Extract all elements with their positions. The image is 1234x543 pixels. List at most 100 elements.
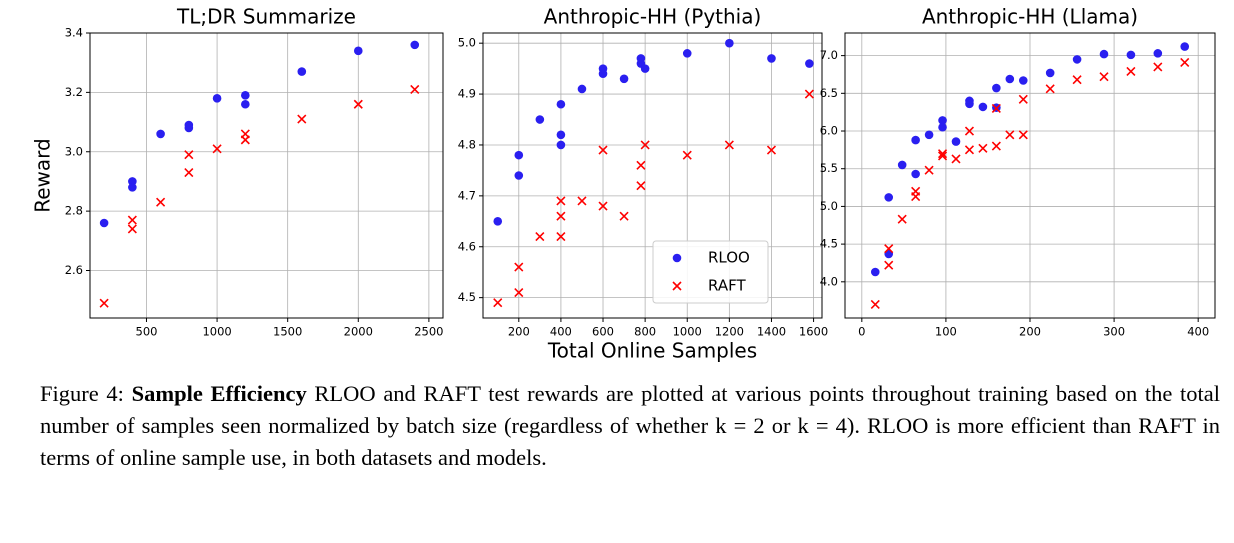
circle-marker xyxy=(1018,76,1028,85)
x-marker xyxy=(991,103,1001,113)
circle-marker xyxy=(99,218,109,228)
circle-marker xyxy=(535,115,545,124)
x-tick-label: 400 xyxy=(550,325,572,339)
circle-marker xyxy=(241,99,250,109)
x-marker xyxy=(937,149,948,159)
circle-marker xyxy=(1099,49,1109,59)
circle-marker xyxy=(1180,42,1190,51)
circle-marker xyxy=(514,150,524,160)
circle-marker xyxy=(951,137,961,146)
x-marker xyxy=(911,192,921,202)
circle-marker xyxy=(805,59,814,68)
x-marker xyxy=(766,145,777,155)
y-tick-label: 4.8 xyxy=(458,137,476,151)
x-marker xyxy=(156,197,166,207)
x-tick-label: 0 xyxy=(858,325,865,339)
circle-marker xyxy=(128,177,137,186)
x-marker xyxy=(598,201,608,211)
plot-frame xyxy=(844,32,1216,319)
x-marker xyxy=(212,144,222,154)
x-marker xyxy=(884,260,894,270)
y-tick-label: 5.0 xyxy=(458,36,476,50)
chart-title: TL;DR Summarize xyxy=(176,5,356,29)
x-marker xyxy=(297,114,307,124)
y-tick-label: 5.5 xyxy=(820,161,838,175)
x-tick-label: 1200 xyxy=(715,325,744,339)
circle-marker xyxy=(1126,50,1136,60)
x-marker xyxy=(619,211,629,221)
x-marker xyxy=(870,299,880,309)
x-tick-label: 300 xyxy=(1103,325,1125,339)
x-marker xyxy=(884,244,894,254)
y-tick-label: 4.5 xyxy=(820,237,838,251)
circle-marker xyxy=(1005,74,1015,84)
x-marker xyxy=(636,160,646,170)
x-marker xyxy=(127,224,137,234)
circle-marker xyxy=(897,160,907,170)
y-axis-label: Reward xyxy=(31,138,55,212)
x-marker xyxy=(1072,75,1082,85)
x-marker xyxy=(99,298,109,308)
circle-marker xyxy=(297,67,307,76)
y-tick-label: 4.6 xyxy=(458,239,476,253)
circle-marker xyxy=(184,123,194,133)
x-marker xyxy=(991,141,1001,151)
y-tick-label: 4.7 xyxy=(458,188,476,202)
x-marker xyxy=(951,154,961,164)
y-tick-label: 3.4 xyxy=(65,26,83,40)
circle-marker xyxy=(640,64,650,73)
y-tick-label: 3.0 xyxy=(65,144,83,158)
x-marker xyxy=(1126,66,1136,77)
x-tick-label: 800 xyxy=(634,325,656,339)
x-marker xyxy=(964,126,975,136)
x-marker xyxy=(1045,84,1055,94)
circle-marker xyxy=(978,102,988,112)
x-marker xyxy=(724,140,734,150)
circle-marker xyxy=(725,38,734,48)
x-marker xyxy=(493,298,503,308)
x-tick-label: 100 xyxy=(935,325,957,339)
circle-marker xyxy=(410,40,420,50)
circle-marker xyxy=(870,267,880,277)
circle-marker xyxy=(556,140,566,150)
x-axis-label: Total Online Samples xyxy=(547,339,757,363)
chart-title: Anthropic-HH (Llama) xyxy=(922,5,1138,29)
circle-marker xyxy=(128,183,137,192)
y-tick-label: 2.6 xyxy=(65,263,83,277)
y-tick-label: 4.5 xyxy=(458,290,476,304)
legend-marker xyxy=(672,281,682,291)
x-marker xyxy=(978,143,988,153)
x-tick-label: 2000 xyxy=(344,325,373,339)
x-marker xyxy=(535,232,545,242)
x-tick-label: 2500 xyxy=(414,325,443,339)
x-marker xyxy=(1018,94,1028,104)
circle-marker xyxy=(767,54,776,63)
circle-marker xyxy=(938,116,947,125)
x-marker xyxy=(556,211,566,221)
circle-marker xyxy=(556,130,566,140)
x-tick-label: 1500 xyxy=(273,325,302,339)
x-marker xyxy=(964,145,975,155)
y-tick-label: 5.0 xyxy=(820,199,838,213)
x-marker xyxy=(1153,62,1163,72)
x-marker xyxy=(924,165,934,175)
x-marker xyxy=(640,140,650,150)
legend-label: RAFT xyxy=(708,277,746,295)
legend-frame xyxy=(652,240,769,304)
circle-marker xyxy=(619,74,629,84)
y-tick-label: 4.0 xyxy=(820,274,838,288)
plot-frame xyxy=(482,32,823,319)
circle-marker xyxy=(924,130,934,140)
chart-title: Anthropic-HH (Pythia) xyxy=(544,5,762,29)
x-marker xyxy=(556,196,566,206)
circle-marker xyxy=(682,49,692,58)
circle-marker xyxy=(911,169,920,179)
x-tick-label: 1400 xyxy=(757,325,786,339)
x-marker xyxy=(804,89,814,99)
x-marker xyxy=(556,232,566,242)
circle-marker xyxy=(1072,55,1082,64)
circle-marker xyxy=(241,91,250,100)
y-tick-label: 6.0 xyxy=(820,124,838,138)
circle-marker xyxy=(156,129,165,139)
